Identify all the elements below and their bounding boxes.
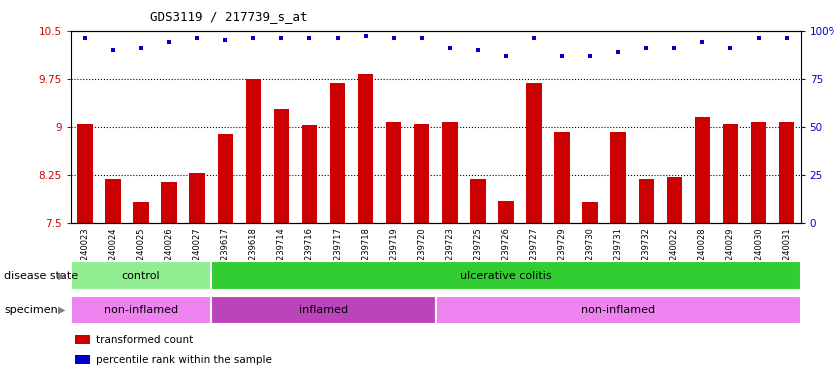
Point — [219, 37, 232, 43]
Point — [584, 53, 597, 59]
Point — [331, 35, 344, 41]
Bar — [162, 182, 177, 223]
Bar — [442, 122, 458, 223]
Bar — [71, 296, 211, 324]
Point — [303, 35, 316, 41]
Bar — [610, 132, 626, 223]
Bar — [751, 122, 766, 223]
Text: inflamed: inflamed — [299, 305, 348, 315]
Bar — [105, 179, 121, 223]
Bar — [189, 173, 205, 223]
Point — [640, 45, 653, 51]
Bar — [211, 296, 435, 324]
Text: specimen: specimen — [4, 305, 58, 315]
Text: non-inflamed: non-inflamed — [581, 305, 656, 315]
Point — [611, 49, 625, 55]
Bar — [666, 177, 682, 223]
Bar — [470, 179, 485, 223]
Bar — [245, 79, 261, 223]
Text: ulcerative colitis: ulcerative colitis — [460, 270, 552, 281]
Point — [190, 35, 203, 41]
Point — [106, 47, 119, 53]
Bar — [779, 122, 794, 223]
Bar — [582, 202, 598, 223]
Text: disease state: disease state — [4, 270, 78, 281]
Bar — [555, 132, 570, 223]
Text: transformed count: transformed count — [96, 335, 193, 345]
Point — [163, 39, 176, 45]
Text: percentile rank within the sample: percentile rank within the sample — [96, 355, 272, 365]
Point — [780, 35, 793, 41]
Point — [134, 45, 148, 51]
Bar — [639, 179, 654, 223]
Point — [696, 39, 709, 45]
Point — [247, 35, 260, 41]
Text: ▶: ▶ — [58, 305, 65, 315]
Bar — [274, 109, 289, 223]
Point — [78, 35, 92, 41]
Point — [359, 33, 372, 40]
Point — [274, 35, 288, 41]
Text: control: control — [122, 270, 160, 281]
Point — [724, 45, 737, 51]
Bar — [302, 126, 317, 223]
Bar — [386, 122, 401, 223]
Bar — [133, 202, 148, 223]
Bar — [218, 134, 233, 223]
Bar — [526, 83, 542, 223]
Bar — [723, 124, 738, 223]
Point — [500, 53, 513, 59]
Bar — [78, 124, 93, 223]
Point — [555, 53, 569, 59]
Point — [471, 47, 485, 53]
Bar — [695, 117, 710, 223]
Point — [668, 45, 681, 51]
Text: ▶: ▶ — [58, 270, 65, 281]
Point — [752, 35, 766, 41]
Bar — [498, 201, 514, 223]
Point — [387, 35, 400, 41]
Bar — [71, 261, 211, 290]
Point — [527, 35, 540, 41]
Bar — [358, 74, 374, 223]
Point — [443, 45, 456, 51]
Bar — [414, 124, 430, 223]
Text: GDS3119 / 217739_s_at: GDS3119 / 217739_s_at — [150, 10, 308, 23]
Point — [415, 35, 429, 41]
Bar — [211, 261, 801, 290]
Bar — [329, 83, 345, 223]
Bar — [435, 296, 801, 324]
Text: non-inflamed: non-inflamed — [104, 305, 178, 315]
